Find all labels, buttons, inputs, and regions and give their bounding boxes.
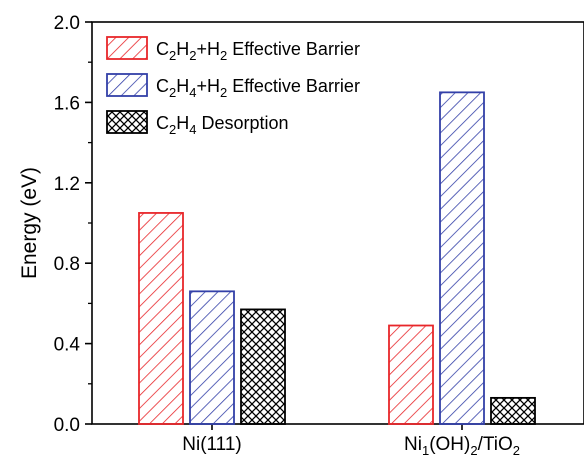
legend-swatch: [106, 73, 148, 97]
y-tick-label: 0.0: [54, 415, 80, 436]
bar-ni111-series-1: [138, 212, 184, 425]
legend-label: C2H4 Desorption: [156, 113, 289, 137]
x-tick-label: Ni1(OH)2/TiO2: [404, 434, 520, 458]
y-tick-label: 0.8: [54, 254, 80, 275]
legend-label: C2H2+H2 Effective Barrier: [156, 39, 360, 63]
legend-swatch: [106, 36, 148, 60]
y-axis-ticks: 0.0 0.4 0.8 1.2 1.6 2.0: [54, 13, 92, 436]
y-tick-label: 2.0: [54, 13, 80, 34]
bar-ni1-oh2-tio2-series-1: [388, 324, 434, 425]
bar-ni1-oh2-tio2-series-2: [439, 91, 485, 425]
x-tick-label: Ni(111): [182, 434, 241, 455]
y-axis-title: Energy (eV): [18, 167, 41, 279]
x-axis-ticks: [211, 424, 463, 430]
y-tick-label: 0.4: [54, 335, 81, 356]
bar-ni111-series-2: [189, 290, 235, 425]
legend-swatch: [106, 110, 148, 134]
y-tick-label: 1.6: [54, 93, 80, 114]
legend-label: C2H4+H2 Effective Barrier: [156, 76, 360, 100]
bar-ni111-series-3: [240, 308, 286, 425]
bar-ni1-oh2-tio2-series-3: [490, 396, 536, 425]
x-axis-labels: Ni(111) Ni1(OH)2/TiO2: [182, 434, 520, 458]
bars: [138, 91, 536, 425]
legend: C2H2+H2 Effective Barrier C2H4+H2 Effecti…: [106, 36, 360, 137]
y-tick-label: 1.2: [54, 174, 80, 195]
